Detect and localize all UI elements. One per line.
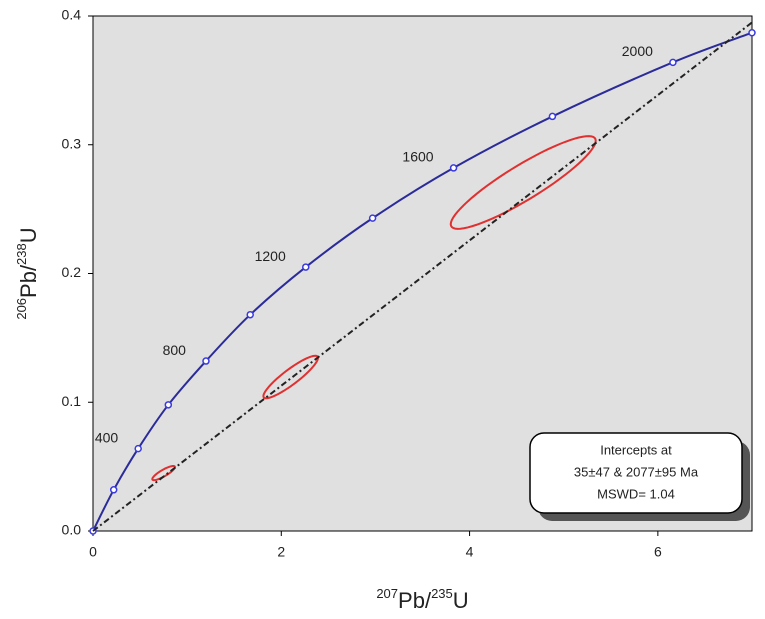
annotation-text: MSWD= 1.04 <box>597 486 675 501</box>
x-tick-label: 2 <box>277 544 285 560</box>
concordia-point <box>302 263 310 271</box>
xlabel-label: 207Pb/235U <box>376 586 468 613</box>
xlabel-label-part: Pb/ <box>398 588 432 613</box>
annotation-text: 35±47 & 2077±95 Ma <box>574 464 699 479</box>
age-label: 400 <box>95 429 119 445</box>
ylabel-label: 206Pb/238U <box>14 227 41 319</box>
concordia-point <box>109 486 118 494</box>
y-tick-label: 0.3 <box>62 135 82 151</box>
discordia-line <box>92 21 753 532</box>
x-tick-label: 0 <box>89 544 97 560</box>
concordia-point <box>449 164 458 172</box>
annotation-text: Intercepts at <box>600 442 672 457</box>
error-ellipse <box>151 464 176 482</box>
y-tick-label: 0.4 <box>62 7 82 23</box>
error-ellipse <box>262 354 320 400</box>
y-tick-label: 0.0 <box>62 522 82 538</box>
error-ellipse <box>449 135 597 230</box>
ylabel-label-part: 206 <box>14 298 29 320</box>
xlabel-label-part: 207 <box>376 586 398 601</box>
ylabel-label-part: Pb/ <box>16 264 41 298</box>
concordia-point <box>548 112 557 121</box>
annotation-box <box>529 432 743 514</box>
y-tick-label: 0.1 <box>62 393 82 409</box>
age-label: 2000 <box>622 43 653 59</box>
concordia-point <box>202 357 210 365</box>
concordia-point <box>748 28 756 37</box>
xlabel-label-part: U <box>453 588 469 613</box>
y-tick-label: 0.2 <box>62 264 82 280</box>
concordia-point <box>134 444 142 453</box>
x-tick-label: 4 <box>466 544 474 560</box>
concordia-point <box>368 214 377 222</box>
ylabel-label-part: U <box>16 227 41 243</box>
age-label: 1600 <box>402 149 433 165</box>
age-label: 800 <box>163 342 187 358</box>
ylabel-label-part: 238 <box>14 243 29 265</box>
concordia-point <box>669 58 677 67</box>
concordia-point <box>164 401 173 409</box>
age-label: 1200 <box>255 248 286 264</box>
xlabel-label-part: 235 <box>431 586 453 601</box>
x-tick-label: 6 <box>654 544 662 560</box>
concordia-point <box>246 310 254 319</box>
